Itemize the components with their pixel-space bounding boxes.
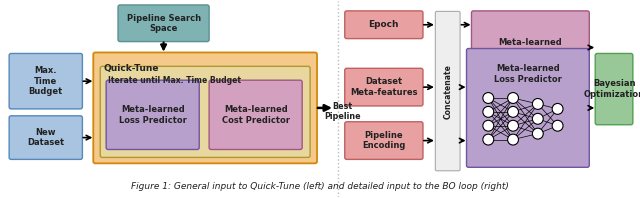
FancyBboxPatch shape bbox=[209, 80, 302, 149]
Circle shape bbox=[508, 92, 518, 103]
Circle shape bbox=[508, 134, 518, 145]
Text: Max.
Time
Budget: Max. Time Budget bbox=[29, 66, 63, 96]
Circle shape bbox=[552, 103, 563, 114]
Text: New
Dataset: New Dataset bbox=[28, 128, 65, 147]
FancyBboxPatch shape bbox=[345, 11, 423, 39]
Circle shape bbox=[483, 92, 493, 103]
Text: Quick-Tune: Quick-Tune bbox=[103, 64, 159, 73]
Text: Pipeline Search
Space: Pipeline Search Space bbox=[127, 14, 201, 33]
FancyBboxPatch shape bbox=[467, 49, 589, 167]
Text: Concatenate: Concatenate bbox=[444, 64, 452, 119]
FancyBboxPatch shape bbox=[93, 52, 317, 163]
FancyBboxPatch shape bbox=[345, 68, 423, 106]
Circle shape bbox=[508, 120, 518, 131]
FancyBboxPatch shape bbox=[118, 5, 209, 42]
Text: Pipeline
Encoding: Pipeline Encoding bbox=[362, 131, 406, 150]
Circle shape bbox=[532, 128, 543, 139]
Text: Meta-learned
Cost Predictor: Meta-learned Cost Predictor bbox=[221, 105, 290, 125]
Circle shape bbox=[483, 107, 493, 117]
FancyBboxPatch shape bbox=[9, 53, 83, 109]
FancyBboxPatch shape bbox=[345, 122, 423, 159]
Text: Bayesian
Optimization: Bayesian Optimization bbox=[584, 79, 640, 99]
Text: Best
Pipeline: Best Pipeline bbox=[324, 102, 361, 121]
FancyBboxPatch shape bbox=[595, 53, 633, 125]
Text: Meta-learned
Loss Predictor: Meta-learned Loss Predictor bbox=[119, 105, 187, 125]
FancyBboxPatch shape bbox=[472, 11, 589, 84]
Text: Dataset
Meta-features: Dataset Meta-features bbox=[350, 77, 418, 97]
Circle shape bbox=[508, 107, 518, 117]
Circle shape bbox=[483, 134, 493, 145]
Text: Meta-learned
Cost Predictor: Meta-learned Cost Predictor bbox=[497, 38, 564, 57]
FancyBboxPatch shape bbox=[100, 66, 310, 157]
FancyBboxPatch shape bbox=[9, 116, 83, 159]
Text: Iterate until Max. Time Budget: Iterate until Max. Time Budget bbox=[108, 76, 241, 85]
Text: Meta-learned
Loss Predictor: Meta-learned Loss Predictor bbox=[494, 64, 562, 84]
Circle shape bbox=[532, 113, 543, 124]
FancyBboxPatch shape bbox=[106, 80, 199, 149]
Circle shape bbox=[532, 98, 543, 109]
Circle shape bbox=[483, 120, 493, 131]
Text: Epoch: Epoch bbox=[369, 20, 399, 29]
FancyBboxPatch shape bbox=[435, 11, 460, 171]
Circle shape bbox=[552, 120, 563, 131]
Text: Figure 1: General input to Quick-Tune (left) and detailed input to the BO loop (: Figure 1: General input to Quick-Tune (l… bbox=[131, 182, 509, 191]
